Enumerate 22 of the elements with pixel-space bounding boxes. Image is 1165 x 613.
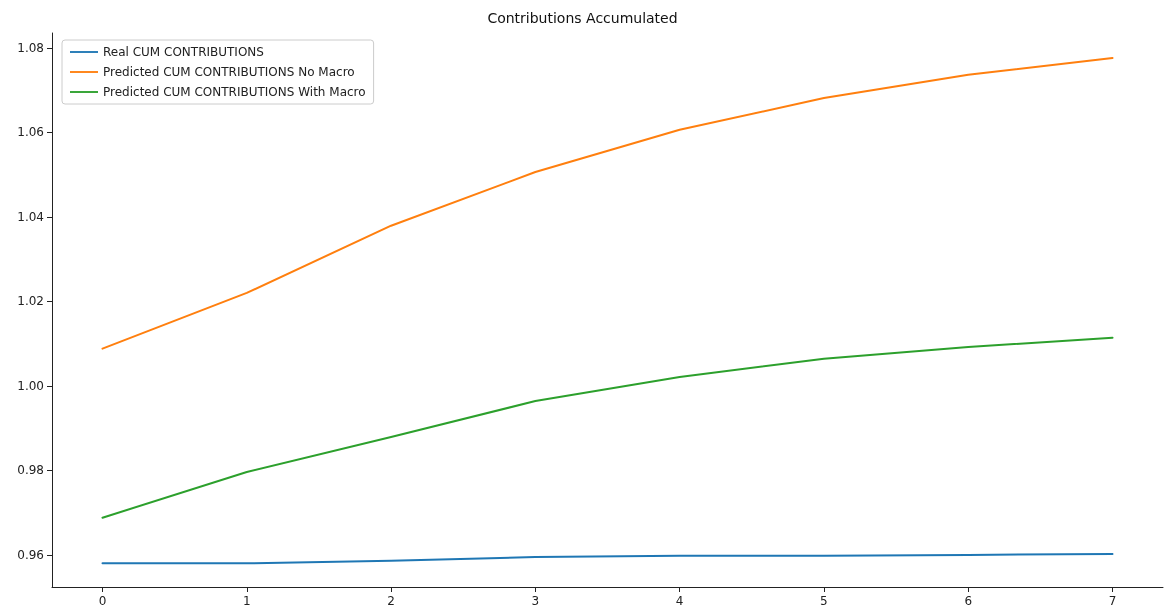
y-tick-label: 0.98: [17, 463, 44, 478]
x-tick-label: 2: [387, 594, 395, 608]
legend-label: Predicted CUM CONTRIBUTIONS With Macro: [103, 85, 366, 99]
x-tick-label: 6: [964, 594, 973, 608]
x-tick-label: 7: [1108, 594, 1117, 608]
legend-label: Real CUM CONTRIBUTIONS: [103, 45, 264, 59]
x-tick-label: 1: [242, 594, 251, 608]
x-tick-label: 0: [98, 594, 107, 608]
x-tick-label: 4: [675, 594, 684, 608]
y-tick-label: 1.00: [17, 378, 44, 393]
x-tick-label: 3: [531, 594, 540, 608]
y-tick-label: 1.08: [17, 40, 44, 55]
line-series: [101, 336, 1114, 519]
legend-label: Predicted CUM CONTRIBUTIONS No Macro: [103, 65, 355, 79]
x-tick-label: 5: [820, 594, 828, 608]
y-tick-label: 0.96: [17, 547, 44, 562]
y-tick-label: 1.06: [17, 125, 44, 140]
chart-title: Contributions Accumulated: [487, 10, 678, 26]
line-series: [101, 553, 1114, 565]
y-tick-label: 1.02: [17, 294, 44, 309]
y-tick-label: 1.04: [17, 209, 44, 224]
line-series: [101, 56, 1114, 350]
